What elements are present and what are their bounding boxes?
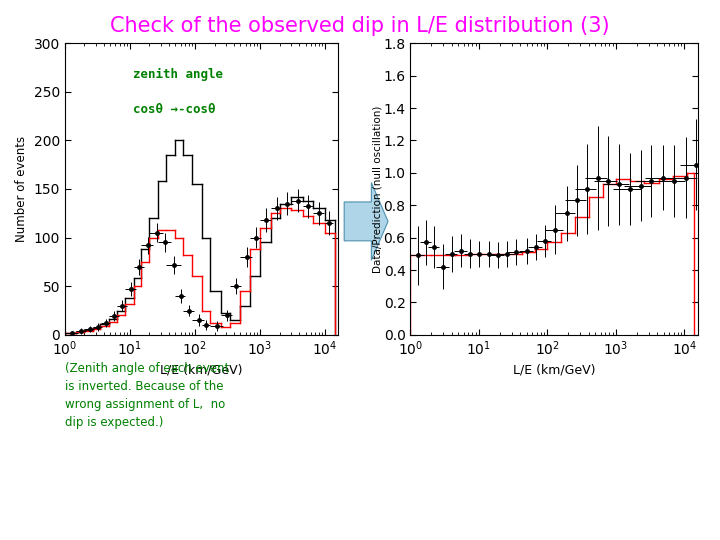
Text: zenith angle: zenith angle [133, 68, 223, 81]
Text: cosθ →-cosθ: cosθ →-cosθ [133, 103, 216, 116]
Y-axis label: Data/Prediction (null oscillation): Data/Prediction (null oscillation) [372, 105, 382, 273]
Y-axis label: Number of events: Number of events [15, 136, 28, 242]
Text: Check of the observed dip in L/E distribution (3): Check of the observed dip in L/E distrib… [110, 16, 610, 36]
X-axis label: L/E (km/GeV): L/E (km/GeV) [513, 364, 595, 377]
Polygon shape [344, 183, 388, 260]
Text: (Zenith angle of each event
is inverted. Because of the
wrong assignment of L,  : (Zenith angle of each event is inverted.… [65, 362, 229, 429]
X-axis label: L/E (km/GeV): L/E (km/GeV) [161, 364, 243, 377]
